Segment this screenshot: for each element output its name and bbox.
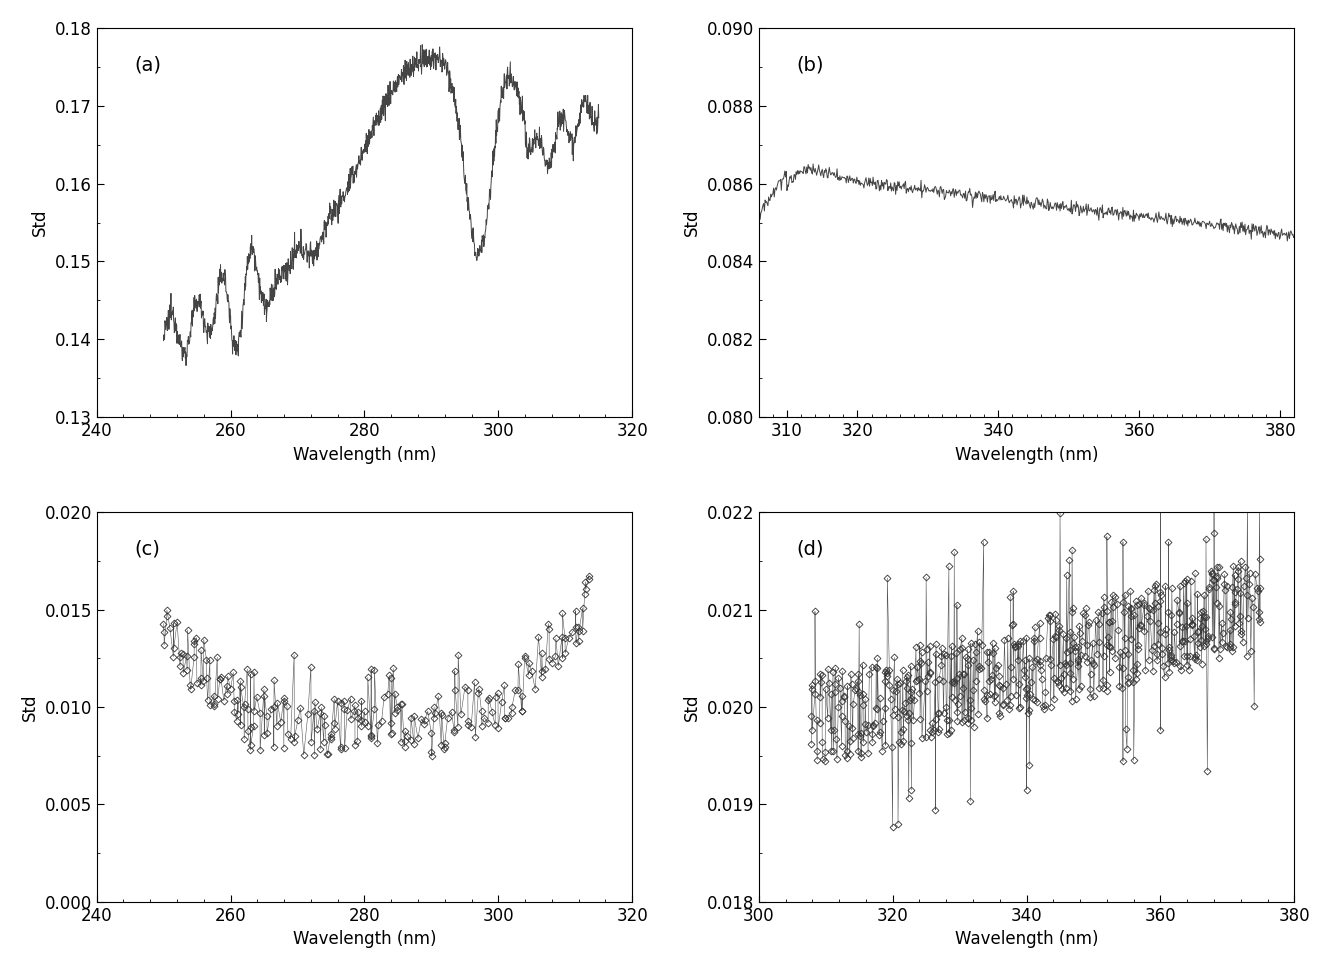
Y-axis label: Std: Std (683, 693, 701, 721)
Text: (d): (d) (796, 540, 824, 558)
X-axis label: Wavelength (nm): Wavelength (nm) (293, 930, 437, 949)
X-axis label: Wavelength (nm): Wavelength (nm) (954, 930, 1098, 949)
Text: (b): (b) (796, 55, 824, 74)
Y-axis label: Std: Std (683, 208, 701, 236)
Text: (c): (c) (134, 540, 160, 558)
X-axis label: Wavelength (nm): Wavelength (nm) (954, 446, 1098, 464)
Text: (a): (a) (134, 55, 161, 74)
Y-axis label: Std: Std (21, 693, 39, 721)
X-axis label: Wavelength (nm): Wavelength (nm) (293, 446, 437, 464)
Y-axis label: Std: Std (31, 208, 49, 236)
